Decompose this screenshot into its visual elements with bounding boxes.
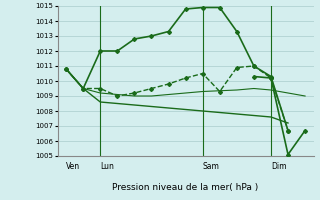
Text: Pression niveau de la mer( hPa ): Pression niveau de la mer( hPa ): [112, 183, 259, 192]
Text: Ven: Ven: [66, 162, 80, 171]
Text: Dim: Dim: [271, 162, 286, 171]
Text: Lun: Lun: [100, 162, 114, 171]
Text: Sam: Sam: [203, 162, 220, 171]
